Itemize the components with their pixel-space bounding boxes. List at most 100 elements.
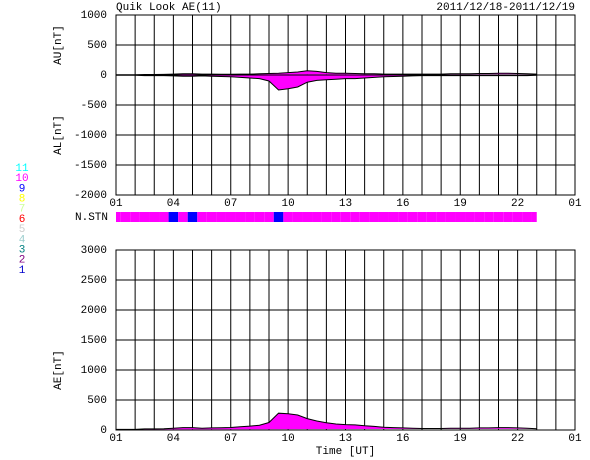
- legend-count: 2: [19, 255, 26, 267]
- x-tick-label: 10: [282, 198, 295, 210]
- y-tick-label: 500: [87, 395, 107, 407]
- x-tick-label: 22: [511, 433, 524, 445]
- y-tick-label: 3000: [81, 245, 107, 257]
- y-axis-label: AE[nT]: [53, 350, 65, 390]
- station-count: [235, 212, 246, 222]
- y-tick-label: -500: [81, 100, 107, 112]
- station-count: [159, 212, 169, 222]
- legend-count: 1: [19, 265, 26, 277]
- legend-count: 7: [19, 204, 26, 216]
- station-count: [264, 212, 274, 222]
- station-count: [178, 212, 188, 222]
- station-count: [187, 212, 198, 222]
- station-count: [321, 212, 332, 222]
- station-count: [455, 212, 466, 222]
- station-count: [531, 212, 537, 222]
- y-tick-label: -2000: [74, 190, 107, 202]
- station-count: [273, 212, 284, 222]
- y-tick-label: 1000: [81, 365, 107, 377]
- station-count: [512, 212, 523, 222]
- station-count: [283, 212, 293, 222]
- station-count: [292, 212, 303, 222]
- y-tick-label: 1500: [81, 335, 107, 347]
- y-axis-label: AU[nT]: [53, 25, 65, 65]
- station-count: [445, 212, 456, 222]
- y-tick-label: 2000: [81, 305, 107, 317]
- x-tick-label: 10: [282, 433, 295, 445]
- period: 2011/12/18-2011/12/19: [436, 2, 575, 14]
- station-count: [312, 212, 322, 222]
- station-count: [216, 212, 226, 222]
- legend-count: 5: [19, 224, 26, 236]
- station-count: [245, 212, 255, 222]
- station-count: [369, 212, 379, 222]
- station-count: [197, 212, 207, 222]
- station-count: [116, 212, 121, 222]
- y-tick-label: 2500: [81, 275, 107, 287]
- y-tick-label: 0: [100, 425, 107, 437]
- x-tick-label: 16: [396, 198, 409, 210]
- station-count: [206, 212, 217, 222]
- station-count: [254, 212, 265, 222]
- station-count: [120, 212, 131, 222]
- station-count: [388, 212, 399, 222]
- legend-count: 11: [15, 163, 29, 175]
- x-tick-label: 01: [568, 433, 582, 445]
- y-tick-label: 500: [87, 40, 107, 52]
- x-tick-label: 07: [224, 433, 237, 445]
- legend-count: 6: [19, 214, 26, 226]
- station-count: [378, 212, 389, 222]
- y-tick-label: 0: [100, 70, 107, 82]
- x-tick-label: 13: [339, 198, 352, 210]
- station-count: [149, 212, 160, 222]
- station-count: [426, 212, 437, 222]
- legend-count: 9: [19, 183, 26, 195]
- station-count: [168, 212, 179, 222]
- station-count: [417, 212, 427, 222]
- plot-frame: [115, 14, 576, 196]
- station-count: [340, 212, 351, 222]
- legend-count: 3: [19, 245, 26, 257]
- station-count: [139, 212, 150, 222]
- x-tick-label: 16: [396, 433, 409, 445]
- station-count: [465, 212, 475, 222]
- legend-count: 10: [15, 173, 28, 185]
- x-tick-label: 01: [109, 433, 123, 445]
- x-tick-label: 13: [339, 433, 352, 445]
- y-tick-label: -1000: [74, 130, 107, 142]
- y-tick-label: -1500: [74, 160, 107, 172]
- station-count: [503, 212, 513, 222]
- station-count: [350, 212, 360, 222]
- x-tick-label: 22: [511, 198, 524, 210]
- station-count: [474, 212, 485, 222]
- station-count: [130, 212, 140, 222]
- area: [116, 412, 537, 430]
- station-count: [522, 212, 532, 222]
- strip-label: N.STN: [75, 212, 108, 224]
- plot-frame: [115, 249, 576, 431]
- station-count: [225, 212, 236, 222]
- x-tick-label: 19: [454, 433, 467, 445]
- y-tick-label: 1000: [81, 10, 107, 22]
- station-count: [398, 212, 408, 222]
- chart-title: Quik Look AE(11): [116, 2, 222, 14]
- station-count: [302, 212, 313, 222]
- x-axis-label: Time [UT]: [316, 446, 375, 458]
- x-tick-label: 01: [568, 198, 582, 210]
- x-tick-label: 01: [109, 198, 123, 210]
- x-tick-label: 04: [167, 198, 181, 210]
- x-tick-label: 19: [454, 198, 467, 210]
- legend-count: 4: [19, 234, 26, 246]
- station-count: [484, 212, 494, 222]
- x-tick-label: 04: [167, 433, 181, 445]
- station-count: [331, 212, 341, 222]
- x-tick-label: 07: [224, 198, 237, 210]
- station-count: [436, 212, 446, 222]
- area: [116, 74, 537, 91]
- station-count: [359, 212, 370, 222]
- y-axis-label: AL[nT]: [53, 115, 65, 155]
- station-count: [493, 212, 504, 222]
- area: [116, 70, 537, 76]
